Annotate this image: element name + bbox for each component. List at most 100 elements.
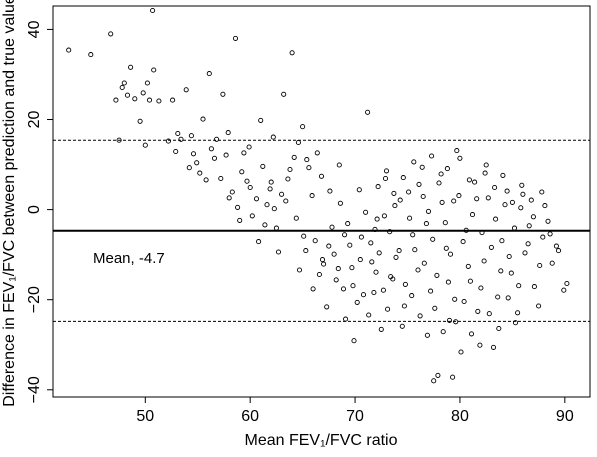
data-point [344, 317, 348, 321]
data-point [122, 81, 126, 85]
plot-frame [53, 6, 590, 397]
reference-lines [53, 140, 590, 321]
data-point [297, 268, 301, 272]
data-point [226, 131, 230, 135]
data-point [455, 149, 459, 153]
points-layer [67, 8, 569, 383]
data-point [313, 239, 317, 243]
data-point [311, 287, 315, 291]
data-point [145, 81, 149, 85]
data-point [322, 262, 326, 266]
data-point [310, 194, 314, 198]
data-point [348, 243, 352, 247]
data-point [425, 333, 429, 337]
data-point [254, 197, 258, 201]
data-point [265, 203, 269, 207]
data-point [509, 271, 513, 275]
data-point [421, 194, 425, 198]
data-point [413, 248, 417, 252]
data-point [386, 307, 390, 311]
data-point [402, 304, 406, 308]
y-axis-title: Difference in FEV₁/FVC between predictio… [1, 0, 18, 407]
data-point [412, 160, 416, 164]
data-point [219, 176, 223, 180]
data-point [459, 350, 463, 354]
data-point [501, 173, 505, 177]
data-point [292, 155, 296, 159]
data-point [466, 264, 470, 268]
data-point [484, 163, 488, 167]
data-point [381, 288, 385, 292]
data-point [467, 178, 471, 182]
data-point [422, 261, 426, 265]
x-tick-label: 80 [451, 408, 469, 425]
data-point [505, 189, 509, 193]
data-point [366, 110, 370, 114]
data-point [346, 222, 350, 226]
data-point [403, 282, 407, 286]
data-point [288, 167, 292, 171]
data-point [334, 278, 338, 282]
data-point [430, 154, 434, 158]
data-point [129, 65, 133, 69]
data-point [361, 293, 365, 297]
data-point [171, 98, 175, 102]
data-point [282, 92, 286, 96]
data-point [151, 8, 155, 12]
data-point [307, 166, 311, 170]
data-point [143, 143, 147, 147]
data-point [479, 286, 483, 290]
data-point [461, 240, 465, 244]
data-point [268, 187, 272, 191]
data-point [431, 237, 435, 241]
data-point [233, 36, 237, 40]
data-point [521, 192, 525, 196]
data-point [417, 182, 421, 186]
data-point [448, 252, 452, 256]
data-point [364, 210, 368, 214]
data-point [469, 332, 473, 336]
data-point [507, 254, 511, 258]
data-point [284, 199, 288, 203]
data-point [435, 273, 439, 277]
data-point [261, 164, 265, 168]
data-point [383, 176, 387, 180]
data-point [532, 285, 536, 289]
data-point [416, 268, 420, 272]
data-point [198, 171, 202, 175]
data-point [166, 139, 170, 143]
data-point [538, 263, 542, 267]
data-point [443, 221, 447, 225]
data-point [141, 91, 145, 95]
data-point [336, 267, 340, 271]
data-point [367, 313, 371, 317]
data-point [523, 251, 527, 255]
data-point [506, 296, 510, 300]
data-point [248, 185, 252, 189]
data-point [473, 180, 477, 184]
data-point [565, 281, 569, 285]
data-point [420, 165, 424, 169]
data-point [133, 97, 137, 101]
data-point [436, 373, 440, 377]
x-axis: 50 60 70 80 90 [136, 397, 573, 425]
data-point [510, 200, 514, 204]
x-tick-label: 70 [346, 408, 364, 425]
data-point [470, 213, 474, 217]
data-point [426, 209, 430, 213]
data-point [550, 261, 554, 265]
data-point [338, 201, 342, 205]
data-point [487, 312, 491, 316]
data-point [263, 223, 267, 227]
data-point [357, 188, 361, 192]
data-point [204, 178, 208, 182]
x-axis-title: Mean FEV₁/FVC ratio [245, 432, 398, 449]
data-point [350, 266, 354, 270]
data-point [296, 140, 300, 144]
data-point [432, 379, 436, 383]
data-point [328, 189, 332, 193]
data-point [358, 258, 362, 262]
data-point [372, 290, 376, 294]
data-point [483, 171, 487, 175]
